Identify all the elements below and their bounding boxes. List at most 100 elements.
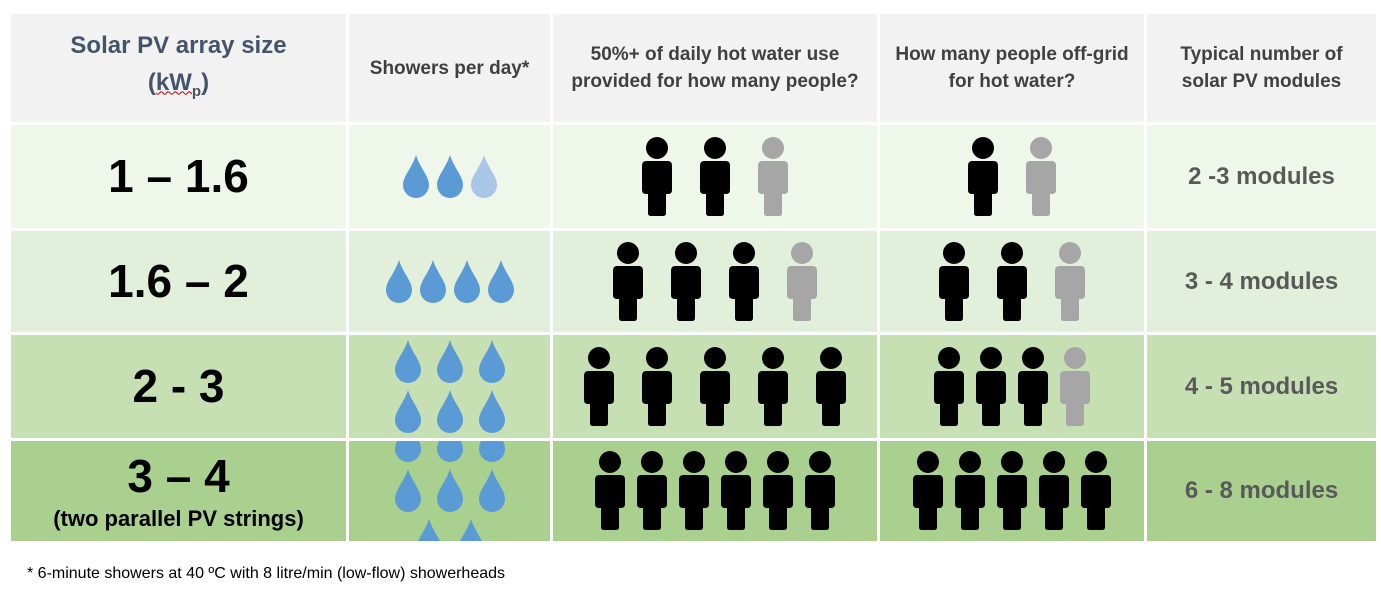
person-icon [584,346,614,426]
water-drop-icon [436,339,463,383]
person-icon [976,346,1006,426]
water-drop-icon [385,259,412,303]
array-size-cell: 1.6 – 2 [11,231,346,332]
modules-cell: 6 - 8 modules [1147,441,1376,541]
water-drop-icon [436,154,463,198]
person-icon [758,346,788,426]
person-icon [787,241,817,321]
off-grid-cell [880,441,1144,541]
water-drop-icon [459,519,482,541]
water-drop-icon [487,259,514,303]
array-size-value: 1.6 – 2 [108,255,249,308]
array-size-cell: 3 – 4 (two parallel PV strings) [11,441,346,541]
water-drop-icon [478,339,505,383]
water-drop-icon [478,441,505,462]
showers-cell [349,125,550,228]
showers-cell [349,441,550,541]
person-icon [997,451,1027,530]
paren-close: ) [201,68,210,96]
person-icon [997,241,1027,321]
array-size-note: (two parallel PV strings) [53,506,304,532]
water-drop-icon [419,259,446,303]
water-drop-icon [436,389,463,433]
sizing-table: Solar PV array size (kWp) Showers per da… [11,14,1376,541]
person-icon [968,136,998,216]
showers-cell [349,335,550,438]
person-icon [613,241,643,321]
unit-kw: kWp [155,68,202,100]
person-icon [913,451,943,530]
fifty-percent-cell [553,125,877,228]
water-drop-icon [394,469,421,512]
fifty-percent-people [628,136,802,217]
person-icon [729,241,759,321]
off-grid-people [925,241,1099,322]
person-icon [805,451,835,530]
off-grid-cell [880,125,1144,228]
off-grid-people [928,346,1096,427]
person-icon [763,451,793,530]
water-drop-icon [470,154,497,198]
person-icon [939,241,969,321]
person-icon [934,346,964,426]
array-size-cell: 2 - 3 [11,335,346,438]
header-array-size-unit-line: (kWp) [148,64,209,110]
water-drop-icon [453,259,480,303]
person-icon [816,346,846,426]
person-icon [1081,451,1111,530]
person-icon [955,451,985,530]
off-grid-people [907,451,1117,531]
unit-kw-text: kW [155,68,192,96]
modules-cell: 2 -3 modules [1147,125,1376,228]
person-icon [1055,241,1085,321]
water-drop-icon [478,469,505,512]
person-icon [721,451,751,530]
fifty-percent-people [570,346,860,427]
fifty-percent-cell [553,231,877,332]
header-modules: Typical number of solar PV modules [1147,14,1376,122]
water-drop-icon [417,519,440,541]
array-size-value: 3 – 4 [127,449,230,502]
fifty-percent-cell [553,441,877,541]
array-size-cell: 1 – 1.6 [11,125,346,228]
water-drop-icon [436,441,463,462]
water-drop-icon [394,441,421,462]
person-icon [1026,136,1056,216]
person-icon [637,451,667,530]
water-drop-icon [394,389,421,433]
person-icon [1039,451,1069,530]
unit-subscript: p [191,82,202,100]
paren-open: ( [147,68,156,96]
person-icon [700,346,730,426]
showers-icons [385,441,515,541]
person-icon [1060,346,1090,426]
person-icon [595,451,625,530]
array-size-value: 1 – 1.6 [108,150,249,203]
water-drop-icon [402,154,429,198]
person-icon [758,136,788,216]
person-icon [700,136,730,216]
modules-cell: 3 - 4 modules [1147,231,1376,332]
header-array-size: Solar PV array size (kWp) [11,14,346,122]
footnote: * 6-minute showers at 40 ºC with 8 litre… [27,565,506,582]
person-icon [642,346,672,426]
person-icon [671,241,701,321]
off-grid-cell [880,231,1144,332]
off-grid-people [954,136,1070,217]
person-icon [642,136,672,216]
water-drop-icon [436,469,463,512]
fifty-percent-cell [553,335,877,438]
modules-cell: 4 - 5 modules [1147,335,1376,438]
fifty-percent-people [589,451,841,531]
person-icon [1018,346,1048,426]
showers-cell [349,231,550,332]
header-array-size-line1: Solar PV array size [70,31,287,59]
header-fifty-percent: 50%+ of daily hot water use provided for… [553,14,877,122]
showers-icons [385,339,515,435]
header-showers: Showers per day* [349,14,550,122]
water-drop-icon [394,339,421,383]
off-grid-cell [880,335,1144,438]
person-icon [679,451,709,530]
fifty-percent-people [599,241,831,322]
header-off-grid: How many people off-grid for hot water? [880,14,1144,122]
